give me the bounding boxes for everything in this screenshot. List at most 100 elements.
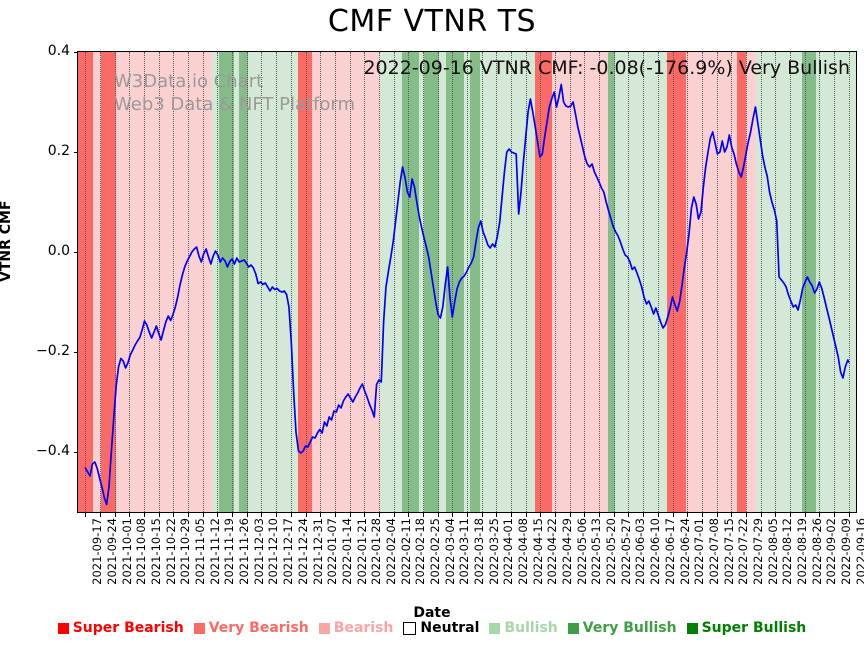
legend-label: Neutral	[420, 620, 480, 636]
legend-item-bearish[interactable]: Bearish	[318, 620, 393, 636]
gridline	[555, 52, 557, 512]
legend-item-bullish[interactable]: Bullish	[489, 620, 558, 636]
y-tick-mark	[74, 452, 78, 453]
x-tick-mark	[85, 513, 87, 517]
legend-item-very-bearish[interactable]: Very Bearish	[193, 620, 309, 636]
x-tick-label: 2022-09-02	[824, 518, 839, 585]
legend-swatch-icon	[193, 622, 205, 634]
gridline	[290, 52, 292, 512]
legend-item-super-bullish[interactable]: Super Bullish	[686, 620, 806, 636]
gridline	[232, 52, 234, 512]
x-tick-mark	[731, 513, 733, 517]
gridline	[393, 52, 395, 512]
gridline	[731, 52, 733, 512]
y-tick-label: −0.4	[36, 443, 70, 459]
x-tick-mark	[511, 513, 513, 517]
gridline	[305, 52, 307, 512]
gridline	[657, 52, 659, 512]
x-tick-mark	[569, 513, 571, 517]
x-tick-label: 2022-07-08	[706, 518, 721, 585]
gridline	[540, 52, 542, 512]
axis-spine-bottom	[77, 512, 857, 513]
x-axis-label: Date	[413, 605, 451, 621]
gridline	[672, 52, 674, 512]
x-tick-label: 2021-12-31	[310, 518, 325, 585]
gridline	[158, 52, 160, 512]
legend-swatch-icon	[318, 622, 330, 634]
gridline	[173, 52, 175, 512]
x-tick-label: 2021-12-10	[266, 518, 281, 585]
gridline	[144, 52, 146, 512]
x-tick-label: 2022-03-18	[472, 518, 486, 585]
x-tick-mark	[599, 513, 601, 517]
legend-swatch-icon	[489, 622, 501, 634]
x-tick-label: 2021-12-17	[281, 518, 296, 585]
legend-swatch-icon	[403, 621, 417, 635]
gridline	[745, 52, 747, 512]
x-tick-label: 2022-04-01	[501, 518, 516, 585]
x-tick-mark	[188, 513, 190, 517]
axis-spine-left	[77, 52, 78, 513]
x-tick-mark	[246, 513, 248, 517]
x-tick-label: 2021-12-24	[295, 518, 310, 585]
x-tick-label: 2022-09-09	[838, 518, 853, 585]
x-tick-label: 2022-03-04	[442, 518, 457, 585]
gridline	[217, 52, 219, 512]
plot-area: W3Data.io Chart Web3 Data & NFT Platform…	[78, 52, 856, 512]
gridline	[613, 52, 615, 512]
x-tick-mark	[496, 513, 498, 517]
x-tick-label: 2022-04-08	[516, 518, 531, 585]
x-tick-mark	[320, 513, 322, 517]
gridline-layer	[78, 52, 856, 512]
legend-swatch-icon	[567, 622, 579, 634]
x-tick-mark	[760, 513, 762, 517]
gridline	[378, 52, 380, 512]
legend-label: Bullish	[504, 620, 558, 636]
x-tick-label: 2022-05-27	[618, 518, 633, 585]
legend: Super Bearish Very Bearish Bearish Neutral B…	[0, 620, 864, 636]
x-tick-label: 2022-01-28	[369, 518, 384, 585]
x-tick-mark	[408, 513, 410, 517]
x-tick-label: 2021-10-22	[163, 518, 178, 585]
x-tick-label: 2022-08-19	[794, 518, 809, 585]
x-tick-label: 2022-05-13	[589, 518, 604, 585]
x-tick-label: 2021-09-17	[90, 518, 105, 585]
x-tick-mark	[232, 513, 234, 517]
gridline	[129, 52, 131, 512]
gridline	[452, 52, 454, 512]
x-tick-label: 2021-10-08	[134, 518, 149, 585]
x-tick-label: 2021-11-05	[193, 518, 208, 585]
x-tick-mark	[114, 513, 116, 517]
legend-item-neutral[interactable]: Neutral	[403, 620, 479, 636]
legend-label: Very Bearish	[208, 620, 309, 636]
regime-band-bearish	[124, 52, 227, 512]
x-tick-label: 2022-04-15	[530, 518, 545, 585]
gridline	[848, 52, 850, 512]
gridline	[114, 52, 116, 512]
gridline	[584, 52, 586, 512]
x-tick-mark	[364, 513, 366, 517]
x-tick-mark	[833, 513, 835, 517]
x-tick-label: 2022-01-14	[339, 518, 354, 585]
x-tick-label: 2022-03-11	[457, 518, 472, 585]
x-tick-label: 2022-06-17	[662, 518, 677, 585]
y-tick-label: 0.2	[47, 143, 70, 159]
y-axis-label: VTNR CMF	[0, 200, 14, 282]
x-tick-label: 2022-04-22	[545, 518, 560, 585]
x-tick-mark	[276, 513, 278, 517]
x-tick-mark	[687, 513, 689, 517]
x-tick-mark	[202, 513, 204, 517]
legend-item-super-bearish[interactable]: Super Bearish	[57, 620, 184, 636]
gridline	[408, 52, 410, 512]
x-tick-mark	[525, 513, 527, 517]
gridline	[246, 52, 248, 512]
x-tick-label: 2022-06-03	[633, 518, 648, 585]
x-tick-label: 2022-06-10	[648, 518, 663, 585]
gridline	[422, 52, 424, 512]
legend-item-very-bullish[interactable]: Very Bullish	[567, 620, 677, 636]
x-tick-mark	[819, 513, 821, 517]
x-tick-mark	[613, 513, 615, 517]
gridline	[202, 52, 204, 512]
x-tick-label: 2022-01-07	[325, 518, 340, 585]
